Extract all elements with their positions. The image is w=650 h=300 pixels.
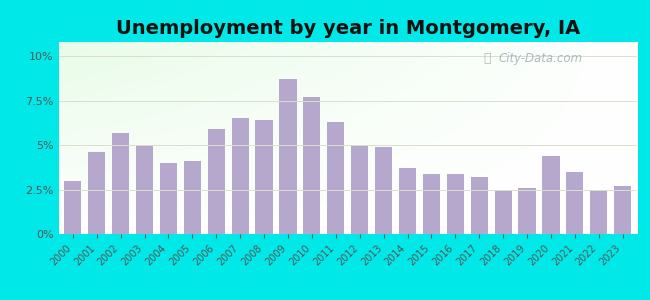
Bar: [231, 118, 249, 234]
Bar: [566, 172, 584, 234]
Text: City-Data.com: City-Data.com: [498, 52, 582, 64]
Text: ⓘ: ⓘ: [484, 52, 491, 64]
Bar: [590, 190, 607, 234]
Bar: [304, 97, 320, 234]
Bar: [422, 174, 440, 234]
Bar: [614, 186, 631, 234]
Bar: [327, 122, 344, 234]
Bar: [495, 191, 512, 234]
Bar: [280, 79, 296, 234]
Bar: [447, 174, 464, 234]
Bar: [399, 168, 416, 234]
Bar: [351, 145, 369, 234]
Bar: [88, 152, 105, 234]
Bar: [64, 181, 81, 234]
Bar: [471, 177, 488, 234]
Bar: [207, 129, 225, 234]
Bar: [184, 161, 201, 234]
Bar: [255, 120, 273, 234]
Bar: [136, 145, 153, 234]
Bar: [519, 188, 536, 234]
Bar: [375, 147, 392, 234]
Bar: [112, 133, 129, 234]
Bar: [542, 156, 560, 234]
Title: Unemployment by year in Montgomery, IA: Unemployment by year in Montgomery, IA: [116, 19, 580, 38]
Bar: [160, 163, 177, 234]
